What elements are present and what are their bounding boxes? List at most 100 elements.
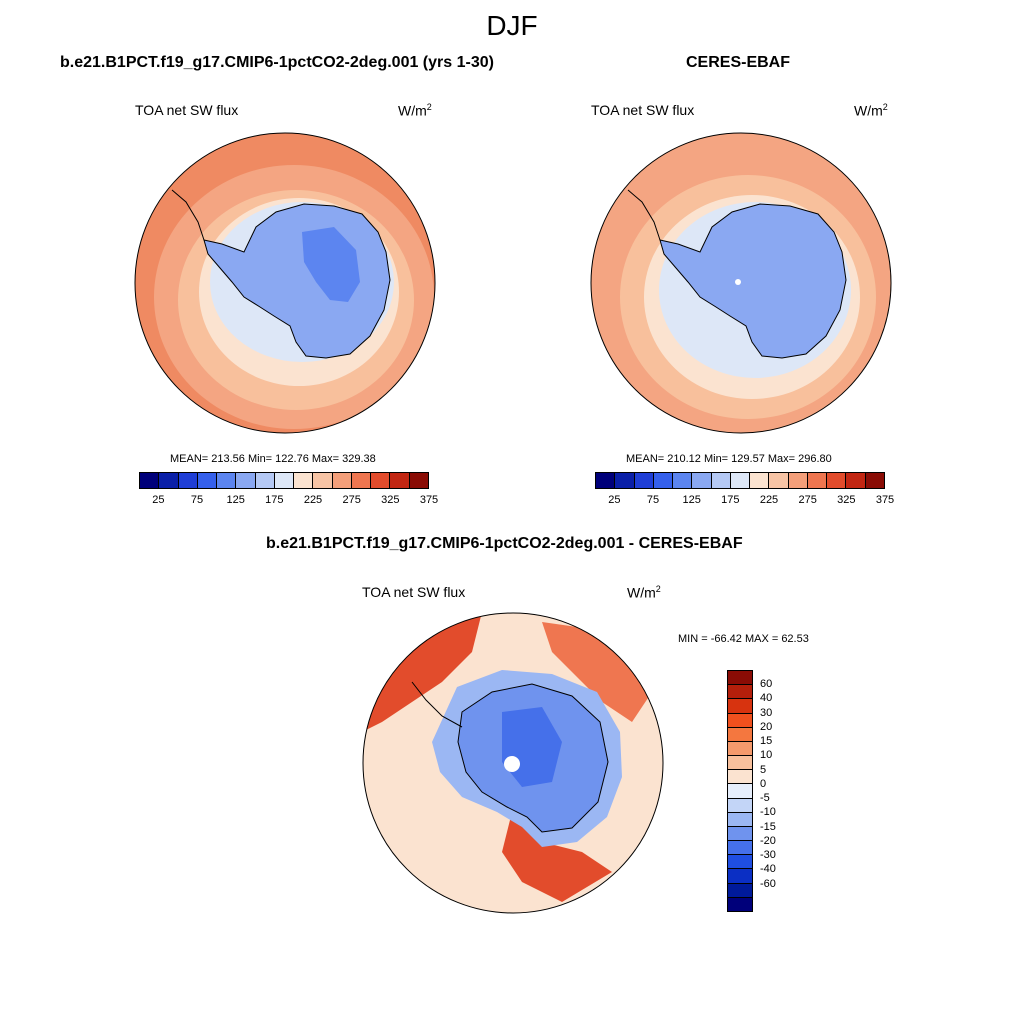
colorbar-cell [728, 855, 752, 870]
colorbar-tick-label: 30 [760, 706, 773, 719]
colorbar-cell [728, 812, 752, 827]
panel1-colorbar [139, 472, 429, 489]
colorbar-cell [865, 473, 884, 488]
panel2-peninsula [627, 189, 661, 241]
colorbar-cell [634, 473, 654, 488]
colorbar-cell [236, 473, 256, 488]
colorbar-tick-label: 60 [760, 678, 773, 691]
colorbar-tick-label: -5 [760, 792, 770, 805]
panel3-unit-label: W/m2 [627, 584, 661, 601]
colorbar-tick-label: 15 [760, 735, 773, 748]
colorbar-tick-label: 125 [682, 494, 701, 506]
colorbar-tick-label: 75 [190, 494, 204, 506]
panel1-variable-label: TOA net SW flux [135, 102, 239, 118]
colorbar-tick-label: -40 [760, 863, 776, 876]
panel2-colorbar [595, 472, 885, 489]
colorbar-tick-label: 40 [760, 692, 773, 705]
colorbar-tick-label: 225 [759, 494, 779, 506]
panel3-stats: MIN = -66.42 MAX = 62.53 [678, 633, 809, 645]
panel1-map [134, 132, 436, 434]
colorbar-cell [728, 727, 752, 742]
panel1-low-region [302, 227, 360, 302]
colorbar-tick-label: -20 [760, 834, 776, 847]
colorbar-tick-label: 10 [760, 749, 773, 762]
panel3-peninsula [411, 681, 463, 728]
colorbar-cell [390, 473, 410, 488]
colorbar-tick-label: 225 [303, 494, 323, 506]
colorbar-tick-label: -15 [760, 820, 776, 833]
colorbar-cell [255, 473, 275, 488]
colorbar-tick-label: 25 [152, 494, 165, 506]
colorbar-cell [728, 826, 752, 842]
panel1-colorbar-ticks: 25 75 125 175 225 275 325 375 [139, 494, 438, 508]
panel3-pole-hole [504, 756, 520, 772]
colorbar-tick-label: 75 [646, 494, 660, 506]
colorbar-tick-label: 325 [837, 494, 856, 506]
colorbar-cell [197, 473, 218, 488]
colorbar-cell [728, 741, 752, 757]
colorbar-cell [728, 671, 752, 686]
panel2-variable-label: TOA net SW flux [591, 102, 695, 118]
colorbar-tick-label: 125 [226, 494, 245, 506]
colorbar-tick-label: 0 [760, 777, 767, 790]
colorbar-cell [711, 473, 731, 488]
figure-title: DJF [486, 10, 538, 41]
colorbar-cell [728, 897, 752, 911]
colorbar-cell [728, 713, 752, 728]
panel2-colorbar-ticks: 25 75 125 175 225 275 325 375 [595, 494, 894, 508]
colorbar-cell [692, 473, 712, 488]
colorbar-tick-label: -60 [760, 877, 776, 890]
panel3-colorbar-ticks: 60 40 30 20 15 10 5 0 -5 -10 -15 -20 -30 -40 -60 [760, 670, 800, 910]
panel3-variable-label: TOA net SW flux [362, 584, 466, 600]
colorbar-cell [274, 473, 295, 488]
panel1-title: b.e21.B1PCT.f19_g17.CMIP6-1pctCO2-2deg.0… [60, 54, 494, 71]
panel3-title: b.e21.B1PCT.f19_g17.CMIP6-1pctCO2-2deg.0… [266, 535, 743, 552]
colorbar-cell [673, 473, 693, 488]
colorbar-tick-label: 325 [381, 494, 400, 506]
panel2-pole-hole [735, 279, 741, 285]
colorbar-cell [728, 784, 752, 799]
colorbar-cell [351, 473, 372, 488]
panel1-unit-label: W/m2 [398, 102, 432, 119]
colorbar-cell [728, 869, 752, 884]
colorbar-cell [371, 473, 391, 488]
colorbar-cell [728, 770, 752, 785]
colorbar-cell [769, 473, 789, 488]
colorbar-tick-label: 20 [760, 720, 773, 733]
colorbar-cell [313, 473, 333, 488]
panel3-colorbar [727, 670, 753, 912]
colorbar-tick-label: -10 [760, 806, 776, 819]
colorbar-cell [217, 473, 237, 488]
colorbar-tick-label: 5 [760, 763, 767, 776]
colorbar-cell [728, 883, 752, 898]
panel3-warm-ne [542, 622, 652, 722]
colorbar-cell [728, 756, 752, 771]
colorbar-cell [653, 473, 674, 488]
colorbar-cell [294, 473, 314, 488]
colorbar-cell [159, 473, 179, 488]
colorbar-cell [178, 473, 198, 488]
panel2-antarctica [659, 203, 847, 359]
colorbar-tick-label: 175 [721, 494, 740, 506]
colorbar-cell [827, 473, 847, 488]
panel1-stats: MEAN= 213.56 Min= 122.76 Max= 329.38 [170, 453, 376, 465]
colorbar-tick-label: 25 [608, 494, 621, 506]
colorbar-cell [409, 473, 428, 488]
panel2-unit-label: W/m2 [854, 102, 888, 119]
colorbar-tick-label: 175 [265, 494, 284, 506]
colorbar-tick-label: 375 [419, 494, 439, 506]
colorbar-cell [807, 473, 828, 488]
colorbar-cell [140, 473, 160, 488]
panel1-peninsula [171, 189, 205, 241]
colorbar-cell [846, 473, 866, 488]
colorbar-cell [728, 685, 752, 700]
colorbar-tick-label: 275 [342, 494, 361, 506]
colorbar-cell [788, 473, 808, 488]
colorbar-cell [615, 473, 635, 488]
colorbar-cell [750, 473, 770, 488]
colorbar-tick-label: 375 [875, 494, 895, 506]
colorbar-cell [728, 699, 752, 714]
colorbar-cell [332, 473, 352, 488]
panel2-map [590, 132, 892, 434]
panel2-title: CERES-EBAF [686, 54, 791, 71]
